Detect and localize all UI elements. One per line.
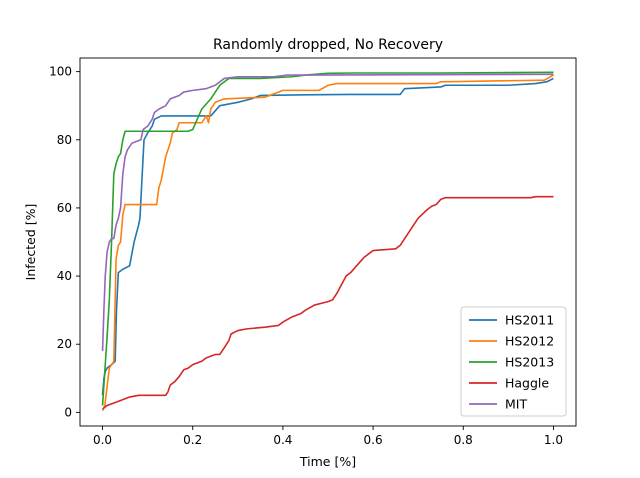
legend-label-hs2012: HS2012 xyxy=(505,334,554,349)
legend-box xyxy=(460,306,567,417)
series-line-mit xyxy=(101,73,554,352)
axes-frame xyxy=(79,57,577,427)
x-tick-label: 0.6 xyxy=(364,433,383,447)
y-tick-label: 0 xyxy=(64,405,72,419)
x-tick-label: 0.4 xyxy=(273,433,292,447)
series-line-hs2011 xyxy=(101,77,554,396)
x-tick-label: 0.0 xyxy=(93,433,112,447)
legend: HS2011 HS2012 HS2013 Haggle MIT xyxy=(460,306,567,417)
legend-label-mit: MIT xyxy=(505,397,527,412)
plot-area xyxy=(101,71,554,411)
y-tick-label: 80 xyxy=(57,133,72,147)
x-tick-label: 1.0 xyxy=(544,433,563,447)
y-tick-label: 100 xyxy=(49,65,72,79)
y-tick-label: 20 xyxy=(57,337,72,351)
x-tick-label: 0.2 xyxy=(183,433,202,447)
axes: 0.0 0.2 0.4 0.6 0.8 1.0 0 20 40 60 80 100 xyxy=(49,57,577,447)
x-tick-label: 0.8 xyxy=(454,433,473,447)
legend-label-hs2011: HS2011 xyxy=(505,313,554,328)
y-axis-label: Infected [%] xyxy=(23,204,38,281)
x-axis-label: Time [%] xyxy=(299,454,356,469)
legend-label-haggle: Haggle xyxy=(505,376,549,391)
y-tick-label: 60 xyxy=(57,201,72,215)
series-line-haggle xyxy=(102,195,554,410)
chart-title: Randomly dropped, No Recovery xyxy=(213,37,443,53)
y-tick-label: 40 xyxy=(57,269,72,283)
legend-label-hs2013: HS2013 xyxy=(505,355,554,370)
